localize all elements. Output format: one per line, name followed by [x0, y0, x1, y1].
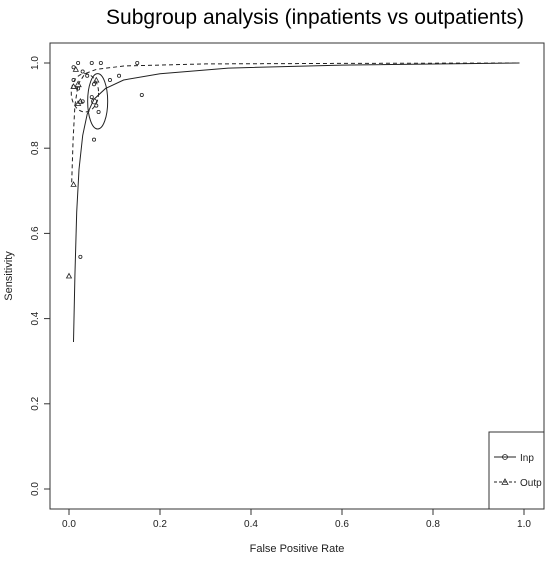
data-point: [65, 272, 73, 279]
y-tick-label: 0.2: [30, 396, 41, 410]
y-tick-label: 0.4: [30, 311, 41, 325]
x-tick-label: 0.2: [153, 519, 167, 530]
data-point: [135, 61, 140, 66]
x-axis-label: False Positive Rate: [250, 543, 345, 555]
summary-point: [74, 80, 82, 88]
y-tick-label: 1.0: [30, 56, 41, 70]
data-point: [77, 98, 84, 104]
data-point: [94, 103, 99, 108]
y-axis-label: Sensitivity: [3, 251, 15, 301]
data-point: [98, 61, 103, 66]
data-point: [139, 92, 144, 97]
data-point: [92, 82, 97, 87]
x-tick-label: 0.6: [335, 519, 349, 530]
legend-box: [488, 431, 545, 510]
data-point: [89, 61, 94, 66]
data-point: [72, 66, 80, 72]
y-tick-label: 0.6: [30, 226, 41, 240]
data-point: [76, 61, 81, 66]
data-point: [70, 181, 77, 187]
data-point: [96, 109, 101, 114]
data-point: [78, 254, 83, 259]
data-point: [107, 78, 112, 83]
data-point: [93, 76, 100, 83]
summary-point: [91, 98, 97, 105]
data-point: [70, 83, 77, 89]
series-outp: [65, 62, 520, 279]
plot-frame: [49, 42, 545, 510]
x-tick-label: 0.4: [244, 519, 258, 530]
data-point: [89, 95, 94, 100]
chart-title: Subgroup analysis (inpatients vs outpati…: [106, 6, 524, 29]
x-tick-label: 1.0: [517, 519, 531, 530]
legend-marker: [502, 454, 508, 460]
data-point: [85, 73, 90, 78]
legend-label: Inp: [520, 453, 534, 464]
series-inp: [71, 61, 520, 343]
legend-label: Outp: [520, 478, 542, 489]
confidence-region-outp: [70, 73, 100, 113]
sroc-curve-inp: [73, 62, 520, 343]
legend-marker: [501, 478, 509, 485]
y-tick-label: 0.8: [30, 141, 41, 155]
data-point: [71, 65, 76, 70]
x-tick-label: 0.8: [426, 519, 440, 530]
confidence-region-inp: [87, 73, 109, 130]
data-point: [92, 137, 97, 142]
data-point: [117, 73, 122, 78]
x-tick-label: 0.0: [62, 519, 76, 530]
y-tick-label: 0.0: [30, 482, 41, 496]
data-point: [80, 69, 85, 74]
sroc-curve-outp: [71, 62, 520, 183]
